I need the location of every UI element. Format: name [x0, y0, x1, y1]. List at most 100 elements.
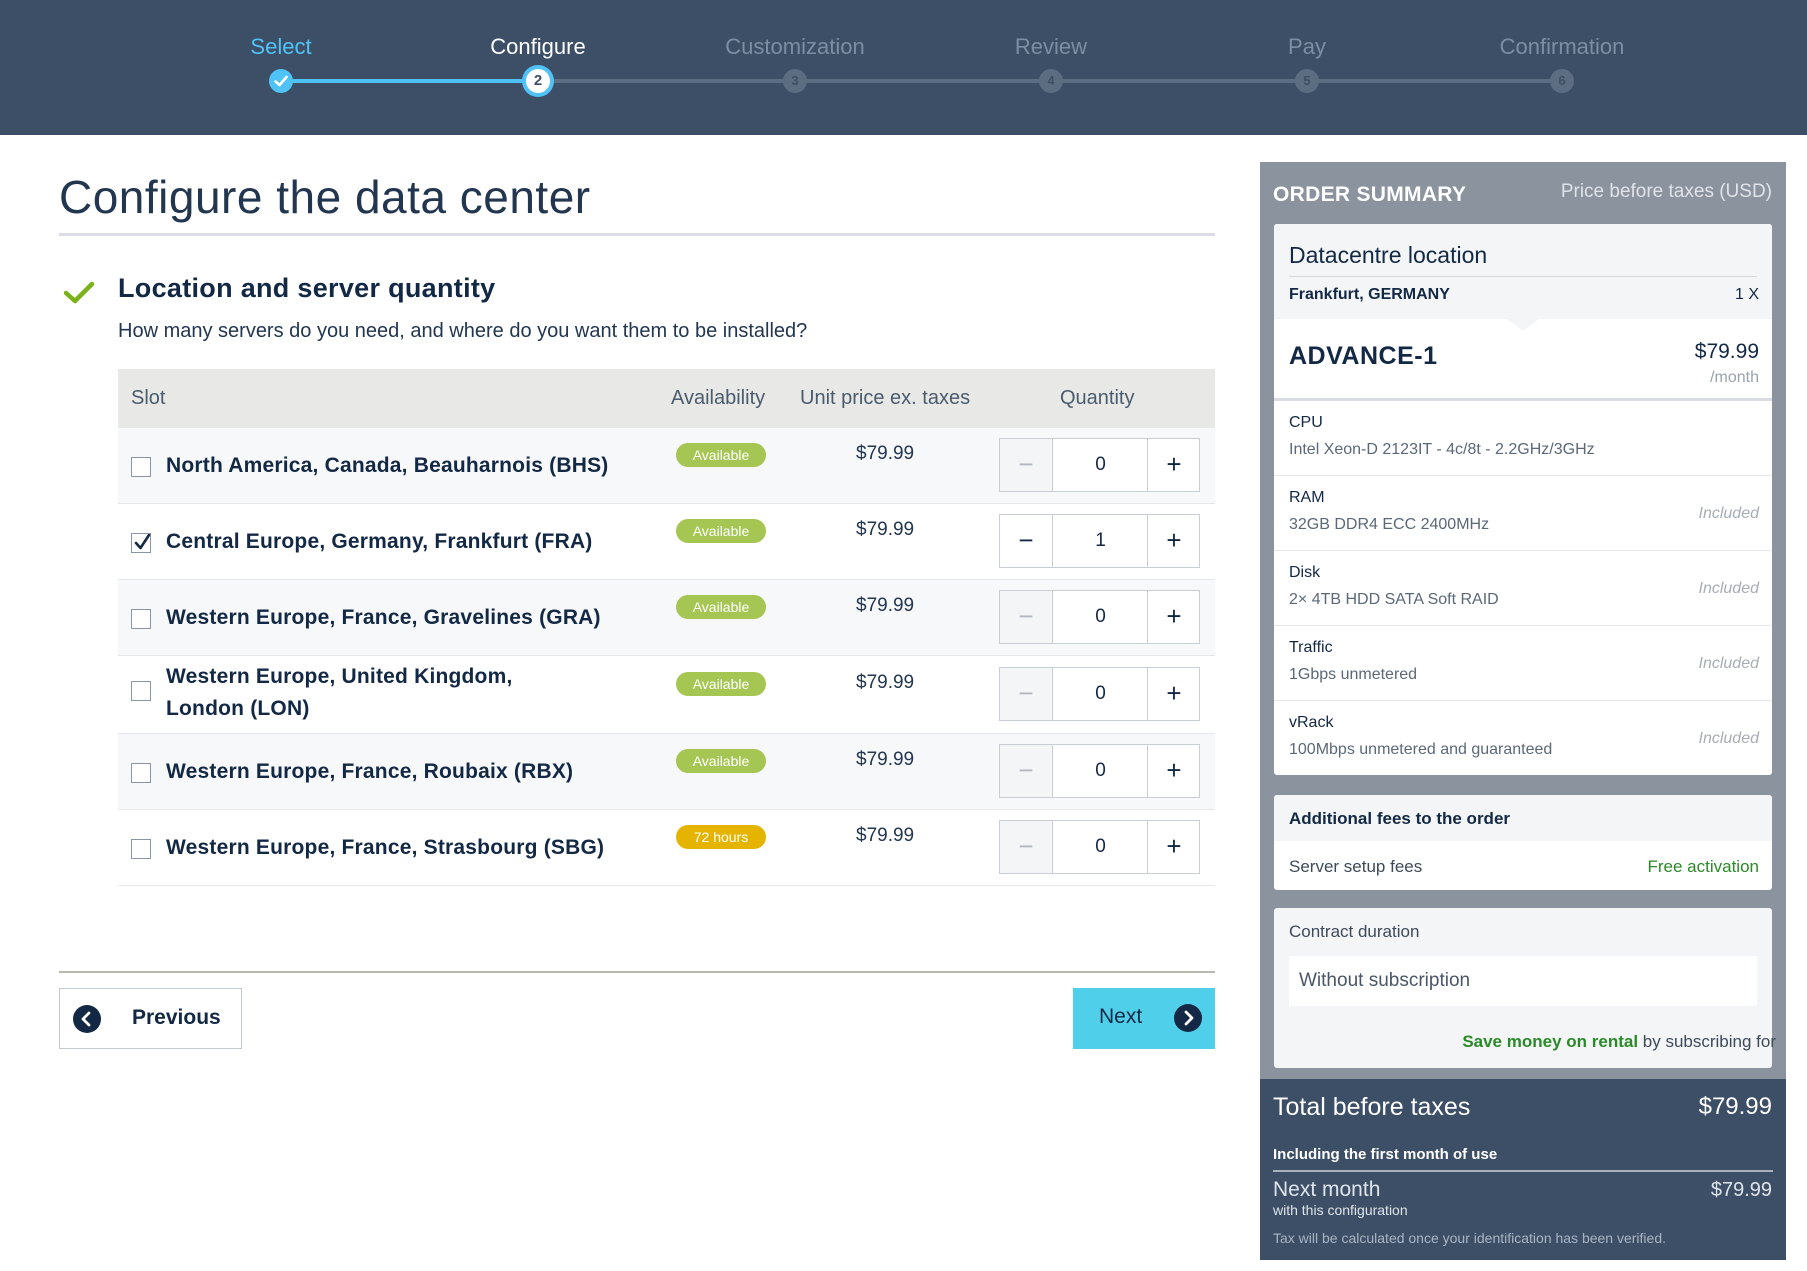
divider — [1274, 398, 1772, 401]
column-header-unit-price: Unit price ex. taxes — [800, 387, 971, 409]
configuration-card: Datacentre location Frankfurt, GERMANY 1… — [1274, 224, 1772, 775]
step-label: Confirmation — [1499, 34, 1625, 59]
increment-button[interactable]: + — [1166, 755, 1182, 785]
table-row: Western Europe, France, Strasbourg (SBG)… — [118, 810, 1215, 886]
next-button[interactable]: Next — [1073, 988, 1215, 1049]
quantity-input[interactable]: 0 — [1054, 745, 1148, 797]
quantity-stepper: − 1 + — [999, 514, 1200, 568]
fee-value: Free activation — [1647, 857, 1760, 876]
divider — [59, 971, 1215, 973]
step-label: Review — [1014, 34, 1088, 59]
unit-price: $79.99 — [856, 443, 915, 464]
table-row: Western Europe, United Kingdom, London (… — [118, 656, 1215, 734]
checkmark-icon — [63, 281, 95, 304]
totals-panel: Total before taxes $79.99 Including the … — [1260, 1079, 1786, 1260]
spec-value: 100Mbps unmetered and guaranteed — [1289, 741, 1553, 758]
quantity-stepper: − 0 + — [999, 820, 1200, 874]
decrement-button[interactable]: − — [1000, 668, 1053, 720]
quantity-input[interactable]: 0 — [1054, 668, 1148, 720]
spec-row-cpu: CPU Intel Xeon-D 2123IT - 4c/8t - 2.2GHz… — [1274, 401, 1772, 476]
spec-key: RAM — [1289, 489, 1325, 506]
slot-name: Western Europe, France, Gravelines (GRA) — [166, 606, 601, 629]
spec-price: Included — [1698, 730, 1760, 747]
quantity-input[interactable]: 1 — [1054, 515, 1148, 567]
datacentre-quantity: 1 X — [1734, 286, 1759, 303]
fee-label: Server setup fees — [1289, 857, 1423, 876]
quantity-stepper: − 0 + — [999, 438, 1200, 492]
slot-name: Central Europe, Germany, Frankfurt (FRA) — [166, 530, 593, 553]
divider — [1289, 276, 1757, 277]
slot-table: Slot Availability Unit price ex. taxes Q… — [118, 369, 1215, 886]
datacentre-title: Datacentre location — [1289, 242, 1488, 268]
slot-checkbox[interactable] — [131, 763, 151, 783]
fees-header: Additional fees to the order — [1274, 795, 1772, 841]
quantity-input[interactable]: 0 — [1054, 591, 1148, 643]
slot-checkbox[interactable] — [131, 681, 151, 701]
increment-button[interactable]: + — [1166, 678, 1182, 708]
unit-price: $79.99 — [856, 519, 915, 540]
stepper-progress — [281, 79, 538, 83]
step-number: 5 — [1295, 69, 1319, 93]
decrement-button[interactable]: − — [1000, 515, 1053, 567]
product-name: ADVANCE-1 — [1289, 342, 1438, 370]
product-price: $79.99 — [1694, 340, 1759, 363]
fees-title: Additional fees to the order — [1289, 809, 1511, 828]
slot-name: Western Europe, France, Roubaix (RBX) — [166, 760, 574, 783]
unit-price: $79.99 — [856, 595, 915, 616]
increment-button[interactable]: + — [1166, 601, 1182, 631]
subscription-promo: Save money on rental by subscribing for — [1462, 1032, 1776, 1052]
stepper-track — [281, 79, 1562, 83]
tax-note: Tax will be calculated once your identif… — [1273, 1230, 1667, 1246]
step-number: 6 — [1550, 69, 1574, 93]
slot-checkbox[interactable] — [131, 533, 151, 553]
slot-checkbox[interactable] — [131, 609, 151, 629]
availability-badge: Available — [676, 672, 766, 696]
decrement-button[interactable]: − — [1000, 745, 1053, 797]
increment-button[interactable]: + — [1166, 831, 1182, 861]
price-note: Price before taxes (USD) — [1560, 181, 1772, 202]
unit-price: $79.99 — [856, 749, 915, 770]
unit-price: $79.99 — [856, 672, 915, 693]
decrement-button[interactable]: − — [1000, 591, 1053, 643]
previous-button[interactable]: Previous — [59, 988, 242, 1049]
spec-value: 32GB DDR4 ECC 2400MHz — [1289, 516, 1490, 533]
caret-down-icon — [1507, 319, 1539, 331]
step-label: Pay — [1288, 34, 1326, 59]
table-row: Central Europe, Germany, Frankfurt (FRA)… — [118, 504, 1215, 580]
page-title: Configure the data center — [59, 171, 591, 223]
increment-button[interactable]: + — [1166, 525, 1182, 555]
contract-duration-select[interactable]: Without subscription — [1289, 956, 1757, 1006]
previous-button-label: Previous — [132, 1006, 221, 1029]
total-subtitle: Including the first month of use — [1273, 1146, 1498, 1163]
checkbox-check-icon — [134, 534, 151, 550]
increment-button[interactable]: + — [1166, 449, 1182, 479]
table-row: North America, Canada, Beauharnois (BHS)… — [118, 428, 1215, 504]
quantity-input[interactable]: 0 — [1054, 821, 1148, 873]
slot-checkbox[interactable] — [131, 839, 151, 859]
chevron-left-icon — [73, 1005, 101, 1033]
unit-price: $79.99 — [856, 825, 915, 846]
spec-value: 2× 4TB HDD SATA Soft RAID — [1289, 591, 1499, 608]
promo-highlight[interactable]: Save money on rental — [1462, 1032, 1639, 1051]
decrement-button[interactable]: − — [1000, 439, 1053, 491]
availability-badge: Available — [676, 443, 766, 467]
summary-title: ORDER SUMMARY — [1273, 183, 1467, 206]
contract-selected-value: Without subscription — [1299, 970, 1471, 991]
next-month-subtitle: with this configuration — [1273, 1202, 1408, 1218]
step-number: 4 — [1039, 69, 1063, 93]
divider — [1273, 1170, 1773, 1172]
spec-row-disk: Disk 2× 4TB HDD SATA Soft RAID Included — [1274, 551, 1772, 626]
section-subtitle: How many servers do you need, and where … — [118, 320, 808, 342]
slot-checkbox[interactable] — [131, 457, 151, 477]
decrement-button[interactable]: − — [1000, 821, 1053, 873]
spec-row-traffic: Traffic 1Gbps unmetered Included — [1274, 626, 1772, 701]
quantity-input[interactable]: 0 — [1054, 439, 1148, 491]
chevron-right-icon — [1174, 1004, 1202, 1032]
column-header-slot: Slot — [131, 387, 166, 409]
divider — [59, 233, 1215, 236]
step-label: Select — [250, 34, 312, 59]
availability-badge: Available — [676, 519, 766, 543]
spec-row-ram: RAM 32GB DDR4 ECC 2400MHz Included — [1274, 476, 1772, 551]
order-summary: ORDER SUMMARY Price before taxes (USD) D… — [1260, 162, 1786, 1260]
slot-name: North America, Canada, Beauharnois (BHS) — [166, 454, 609, 477]
